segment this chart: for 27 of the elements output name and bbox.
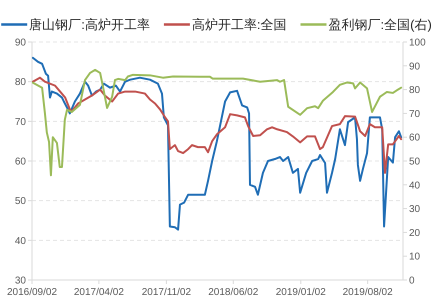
x-tick-label: 2017/04/02 xyxy=(74,287,124,298)
y2-tick-label: 70 xyxy=(409,108,421,120)
legend-label: 唐山钢厂:高炉开工率 xyxy=(29,17,150,32)
y-tick-label: 80 xyxy=(14,77,26,88)
y2-tick-label: 90 xyxy=(409,61,421,72)
y-tick-label: 50 xyxy=(14,196,26,208)
y-tick-label: 40 xyxy=(14,236,26,247)
x-tick-label: 2016/09/02 xyxy=(6,287,58,298)
y2-tick-label: 80 xyxy=(409,85,421,96)
y2-tick-label: 10 xyxy=(409,252,421,263)
y2-tick-label: 0 xyxy=(409,276,415,286)
y2-tick-label: 20 xyxy=(409,228,421,239)
x-tick-label: 2017/11/02 xyxy=(142,287,192,298)
x-tick-label: 2019/01/02 xyxy=(276,287,326,298)
y-tick-label: 90 xyxy=(14,38,26,48)
y2-tick-label: 30 xyxy=(409,204,421,216)
y-tick-label: 70 xyxy=(14,116,26,128)
y2-tick-label: 100 xyxy=(409,38,426,48)
y-tick-label: 60 xyxy=(14,156,26,168)
y2-tick-label: 50 xyxy=(409,156,421,168)
y2-tick-label: 40 xyxy=(409,180,421,192)
x-tick-label: 2018/06/02 xyxy=(208,287,259,298)
legend-label: 盈利钢厂:全国(右) xyxy=(328,17,432,32)
y-tick-label: 30 xyxy=(14,276,26,286)
legend-label: 高炉开工率:全国 xyxy=(192,17,287,32)
y2-tick-label: 60 xyxy=(409,132,421,144)
x-tick-label: 2019/08/02 xyxy=(342,287,394,298)
